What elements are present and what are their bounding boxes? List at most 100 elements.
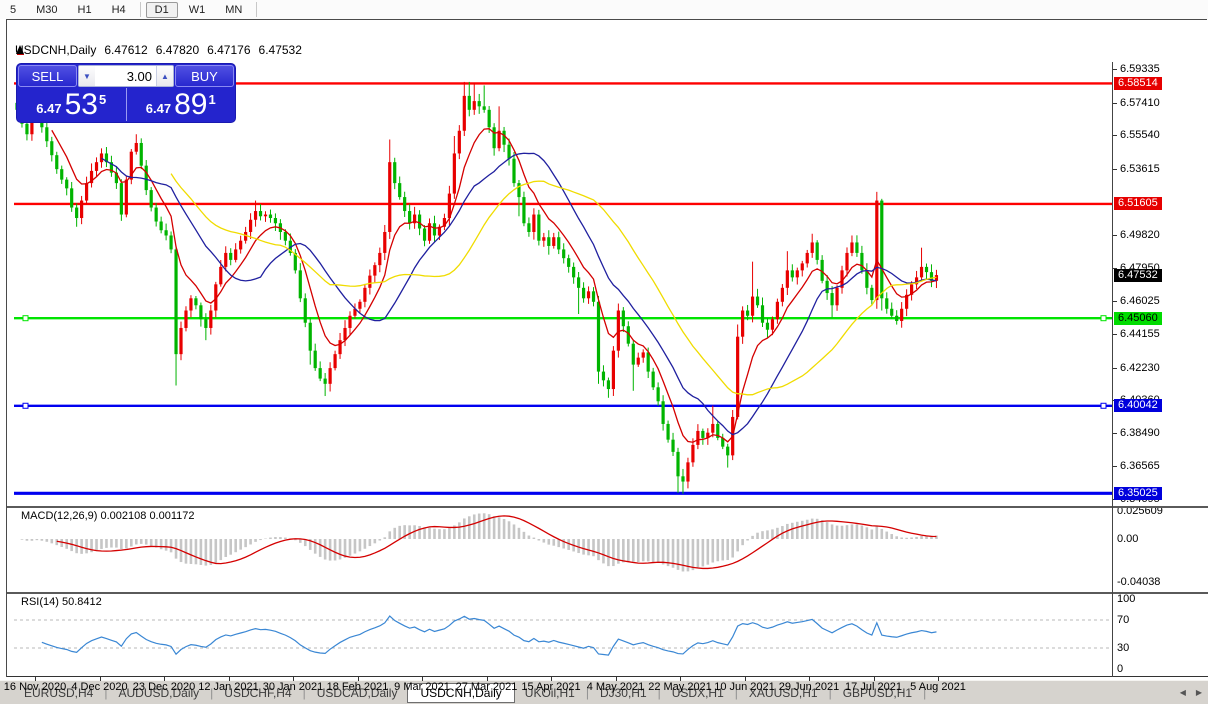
date-axis-label: 4 May 2021 — [586, 681, 645, 693]
timeframe-button-h1[interactable]: H1 — [77, 3, 92, 16]
date-axis-tick — [938, 677, 939, 681]
date-axis-tick — [99, 677, 101, 681]
price-axis-tick — [1112, 367, 1117, 369]
date-axis-tick — [164, 677, 165, 681]
date-axis-label: 10 Jun 2021 — [714, 681, 775, 693]
price-axis-label: 6.38490 — [1120, 426, 1160, 439]
buy-price-display[interactable]: 6.47 89 1 — [127, 88, 236, 121]
date-axis-tick — [809, 677, 810, 681]
chart-tab-strip: EURUSD,H4 | AUDUSD,Daily | USDCHF,H4 | USDCAD,… — [0, 680, 1208, 704]
date-axis-tick — [680, 677, 681, 681]
one-click-trade-panel: SELL ▼ ▲ BUY 6.47 53 5 6.47 89 1 — [17, 64, 235, 122]
chart-tab-gbpusd[interactable]: GBPUSD,H1 — [842, 685, 913, 700]
timeframe-toolbar: 5 M30 H1 H4 D1 W1 MN — [0, 0, 1208, 19]
sell-button[interactable]: SELL — [18, 65, 77, 87]
date-axis-tick — [615, 677, 617, 681]
tabs-scroll-left-icon[interactable]: ◀ — [1179, 688, 1186, 697]
date-axis-label: 12 Jan 2021 — [198, 681, 259, 693]
buy-button[interactable]: BUY — [175, 65, 234, 87]
chart-tab-ukoil[interactable]: UKOil,H1 — [524, 685, 575, 700]
candlestick-chart-canvas[interactable] — [14, 62, 1112, 506]
macd-panel-separator[interactable] — [7, 506, 1208, 508]
timeframe-button-w1[interactable]: W1 — [188, 3, 206, 16]
chart-tab-dj30[interactable]: DJ30,H1 — [599, 685, 647, 700]
date-axis-label: 27 Mar 2021 — [455, 681, 518, 693]
tab-separator: | — [828, 685, 832, 700]
price-axis-line — [1112, 62, 1113, 677]
tab-separator: | — [657, 685, 661, 700]
price-badge-6.47532: 6.47532 — [1114, 268, 1162, 282]
price-axis-label: 6.36565 — [1120, 460, 1160, 473]
chart-tab-usdchf[interactable]: USDCHF,H4 — [224, 685, 292, 700]
price-badge-6.40042: 6.40042 — [1114, 399, 1162, 413]
date-axis-label: 15 Apr 2021 — [521, 681, 581, 693]
price-axis-label: 6.46025 — [1120, 295, 1160, 308]
price-badge-6.45060: 6.45060 — [1114, 311, 1162, 325]
date-axis-tick — [551, 677, 552, 681]
toolbar-separator — [139, 2, 141, 17]
timeframe-button-mn[interactable]: MN — [225, 3, 243, 16]
chart-tab-audusd[interactable]: AUDUSD,Daily — [118, 685, 200, 700]
date-axis-label: 18 Feb 2021 — [326, 681, 389, 693]
price-axis-tick — [1112, 333, 1117, 335]
price-axis-tick — [1112, 135, 1117, 137]
date-axis-tick — [873, 677, 875, 681]
price-badge-6.58514: 6.58514 — [1114, 76, 1162, 90]
rsi-axis-label: 30 — [1117, 642, 1130, 654]
price-axis-tick — [1112, 69, 1117, 71]
ohlc-low: 6.47176 — [207, 42, 251, 57]
chart-tab-eurusd[interactable]: EURUSD,H4 — [24, 685, 94, 700]
timeframe-button-d1[interactable]: D1 — [145, 1, 178, 18]
volume-decrease-button[interactable]: ▼ — [79, 66, 96, 86]
date-axis-tick — [422, 677, 423, 681]
macd-axis-label: 0.025609 — [1117, 505, 1163, 518]
chart-tab-usdcad[interactable]: USDCAD,Daily — [316, 685, 398, 700]
date-axis-label: 17 Jul 2021 — [845, 681, 902, 693]
price-axis-label: 6.53615 — [1120, 162, 1160, 175]
sell-price-display[interactable]: 6.47 53 5 — [17, 88, 127, 121]
rsi-panel-separator[interactable] — [7, 592, 1208, 594]
macd-axis-label: -0.04038 — [1117, 576, 1161, 589]
macd-indicator-canvas[interactable] — [14, 507, 1112, 592]
rsi-indicator-canvas[interactable] — [14, 593, 1112, 677]
price-axis-tick — [1112, 235, 1117, 237]
date-axis-label: 4 Dec 2020 — [71, 681, 128, 693]
timeframe-button-h4[interactable]: H4 — [111, 3, 126, 16]
volume-input[interactable] — [95, 66, 157, 86]
tab-separator: | — [104, 685, 108, 700]
sell-price-point: 5 — [98, 92, 107, 107]
price-badge-6.35025: 6.35025 — [1114, 486, 1162, 500]
sell-price-prefix: 6.47 — [36, 101, 62, 116]
timeframe-button-m30[interactable]: M30 — [36, 3, 58, 16]
rsi-axis-label: 70 — [1117, 614, 1130, 626]
chart-window[interactable]: USDCNH,Daily 6.47612 6.47820 6.47176 6.4… — [4, 19, 1208, 693]
macd-label: MACD(12,26,9) 0.002108 0.001172 — [21, 510, 195, 522]
tabs-scroll-right-icon[interactable]: ▶ — [1195, 688, 1202, 697]
date-axis-label: 5 Aug 2021 — [910, 681, 966, 693]
date-axis-label: 16 Nov 2020 — [3, 681, 67, 693]
timeframe-button-5[interactable]: 5 — [10, 3, 17, 16]
rsi-label: RSI(14) 50.8412 — [21, 596, 102, 608]
price-axis-label: 6.59335 — [1120, 63, 1160, 76]
volume-stepper: ▼ ▲ — [78, 65, 174, 87]
chart-tab-usdcnh[interactable]: USDCNH,Daily — [407, 682, 515, 703]
date-axis-label: 9 Mar 2021 — [394, 681, 450, 693]
price-axis-tick — [1112, 267, 1117, 269]
price-axis-tick — [1112, 168, 1117, 170]
ohlc-close: 6.47532 — [258, 42, 302, 57]
chart-tab-xauusd[interactable]: XAUUSD,H1 — [748, 685, 818, 700]
price-axis-label: 6.55540 — [1120, 129, 1160, 142]
date-axis-label: 30 Jan 2021 — [262, 681, 324, 693]
tab-separator: | — [734, 685, 738, 700]
price-axis-label: 6.57410 — [1120, 96, 1160, 109]
date-axis-tick — [293, 677, 294, 681]
rsi-axis-label: 100 — [1117, 593, 1136, 605]
rsi-axis-label: 0 — [1117, 663, 1124, 675]
toolbar-separator — [256, 2, 258, 17]
date-axis-tick — [744, 677, 746, 681]
date-axis-tick — [357, 677, 359, 681]
chart-tab-usdx[interactable]: USDX,H1 — [671, 685, 724, 700]
price-axis-label: 6.42230 — [1120, 361, 1160, 374]
volume-increase-button[interactable]: ▲ — [156, 66, 173, 86]
